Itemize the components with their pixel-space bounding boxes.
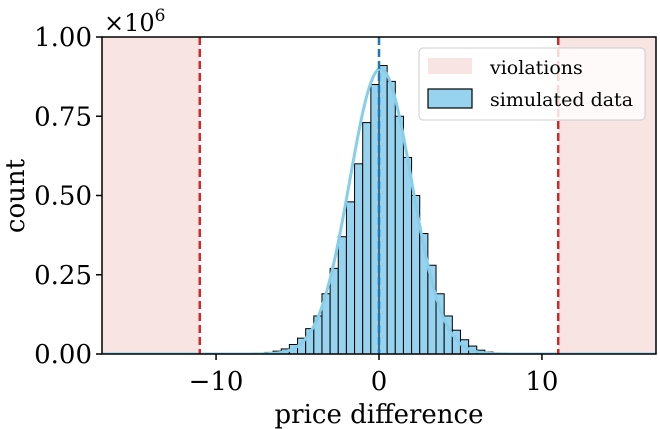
histogram-bars <box>256 65 502 354</box>
x-tick-label: 10 <box>525 367 558 397</box>
x-axis-label: price difference <box>275 400 484 429</box>
x-tick-label: 0 <box>371 367 388 397</box>
y-tick-label: 1.00 <box>34 23 92 53</box>
kde-curve <box>102 67 656 354</box>
legend: violations simulated data <box>418 47 646 121</box>
y-multiplier-label: ×106 <box>104 6 165 37</box>
x-tick-label: −10 <box>189 367 244 397</box>
legend-box <box>418 47 646 121</box>
histogram-bar-13 <box>354 163 364 354</box>
y-axis-label: count <box>1 158 31 233</box>
legend-label-simulated-data: simulated data <box>490 89 633 111</box>
kde-layer <box>102 67 656 354</box>
histogram-bar-17 <box>386 80 396 354</box>
histogram-bar-12 <box>345 201 356 354</box>
legend-swatch-violations <box>428 58 472 74</box>
y-tick-label: 0.00 <box>34 340 92 370</box>
y-tick-label: 0.75 <box>34 102 92 132</box>
histogram-bar-19 <box>402 156 413 354</box>
violation-region-1 <box>102 37 200 354</box>
axis-ticks: −10 0 10 0.00 0.25 0.50 0.75 1.00 <box>34 23 558 397</box>
legend-label-violations: violations <box>489 57 583 79</box>
y-tick-label: 0.25 <box>34 261 92 291</box>
histogram-bar-10 <box>329 267 339 354</box>
histogram-bar-11 <box>337 236 347 354</box>
legend-swatch-simulated-data <box>427 88 473 109</box>
histogram-bar-14 <box>362 122 372 354</box>
y-tick-label: 0.50 <box>34 182 92 212</box>
histogram-bar-18 <box>394 115 404 354</box>
